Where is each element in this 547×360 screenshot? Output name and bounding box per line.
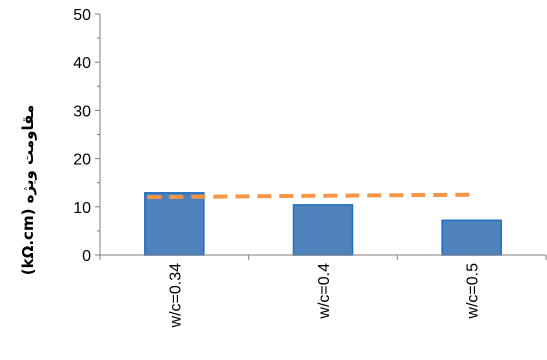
dashed-line-series <box>147 192 472 200</box>
y-tick-label: 40 <box>73 55 91 72</box>
category-label: w/c=0.34 <box>167 263 184 329</box>
x-axis: w/c=0.34 w/c=0.4 w/c=0.5 <box>99 254 547 329</box>
y-tick-label: 50 <box>73 7 91 24</box>
y-tick-label: 30 <box>73 103 91 120</box>
y-axis-label: (kΩ.cm) مقاومت ویژه <box>19 105 37 275</box>
bar-3 <box>441 219 502 256</box>
y-axis: 0 10 20 30 40 50 <box>73 7 101 265</box>
y-tick-label: 10 <box>73 200 91 217</box>
y-tick-label: 0 <box>82 248 91 265</box>
y-tick-label: 20 <box>73 152 91 169</box>
category-label: w/c=0.4 <box>316 263 333 320</box>
bars <box>144 192 502 256</box>
bar-2 <box>292 204 354 256</box>
category-label: w/c=0.5 <box>465 263 482 320</box>
bar-1 <box>144 192 205 256</box>
trend-line <box>147 192 472 200</box>
